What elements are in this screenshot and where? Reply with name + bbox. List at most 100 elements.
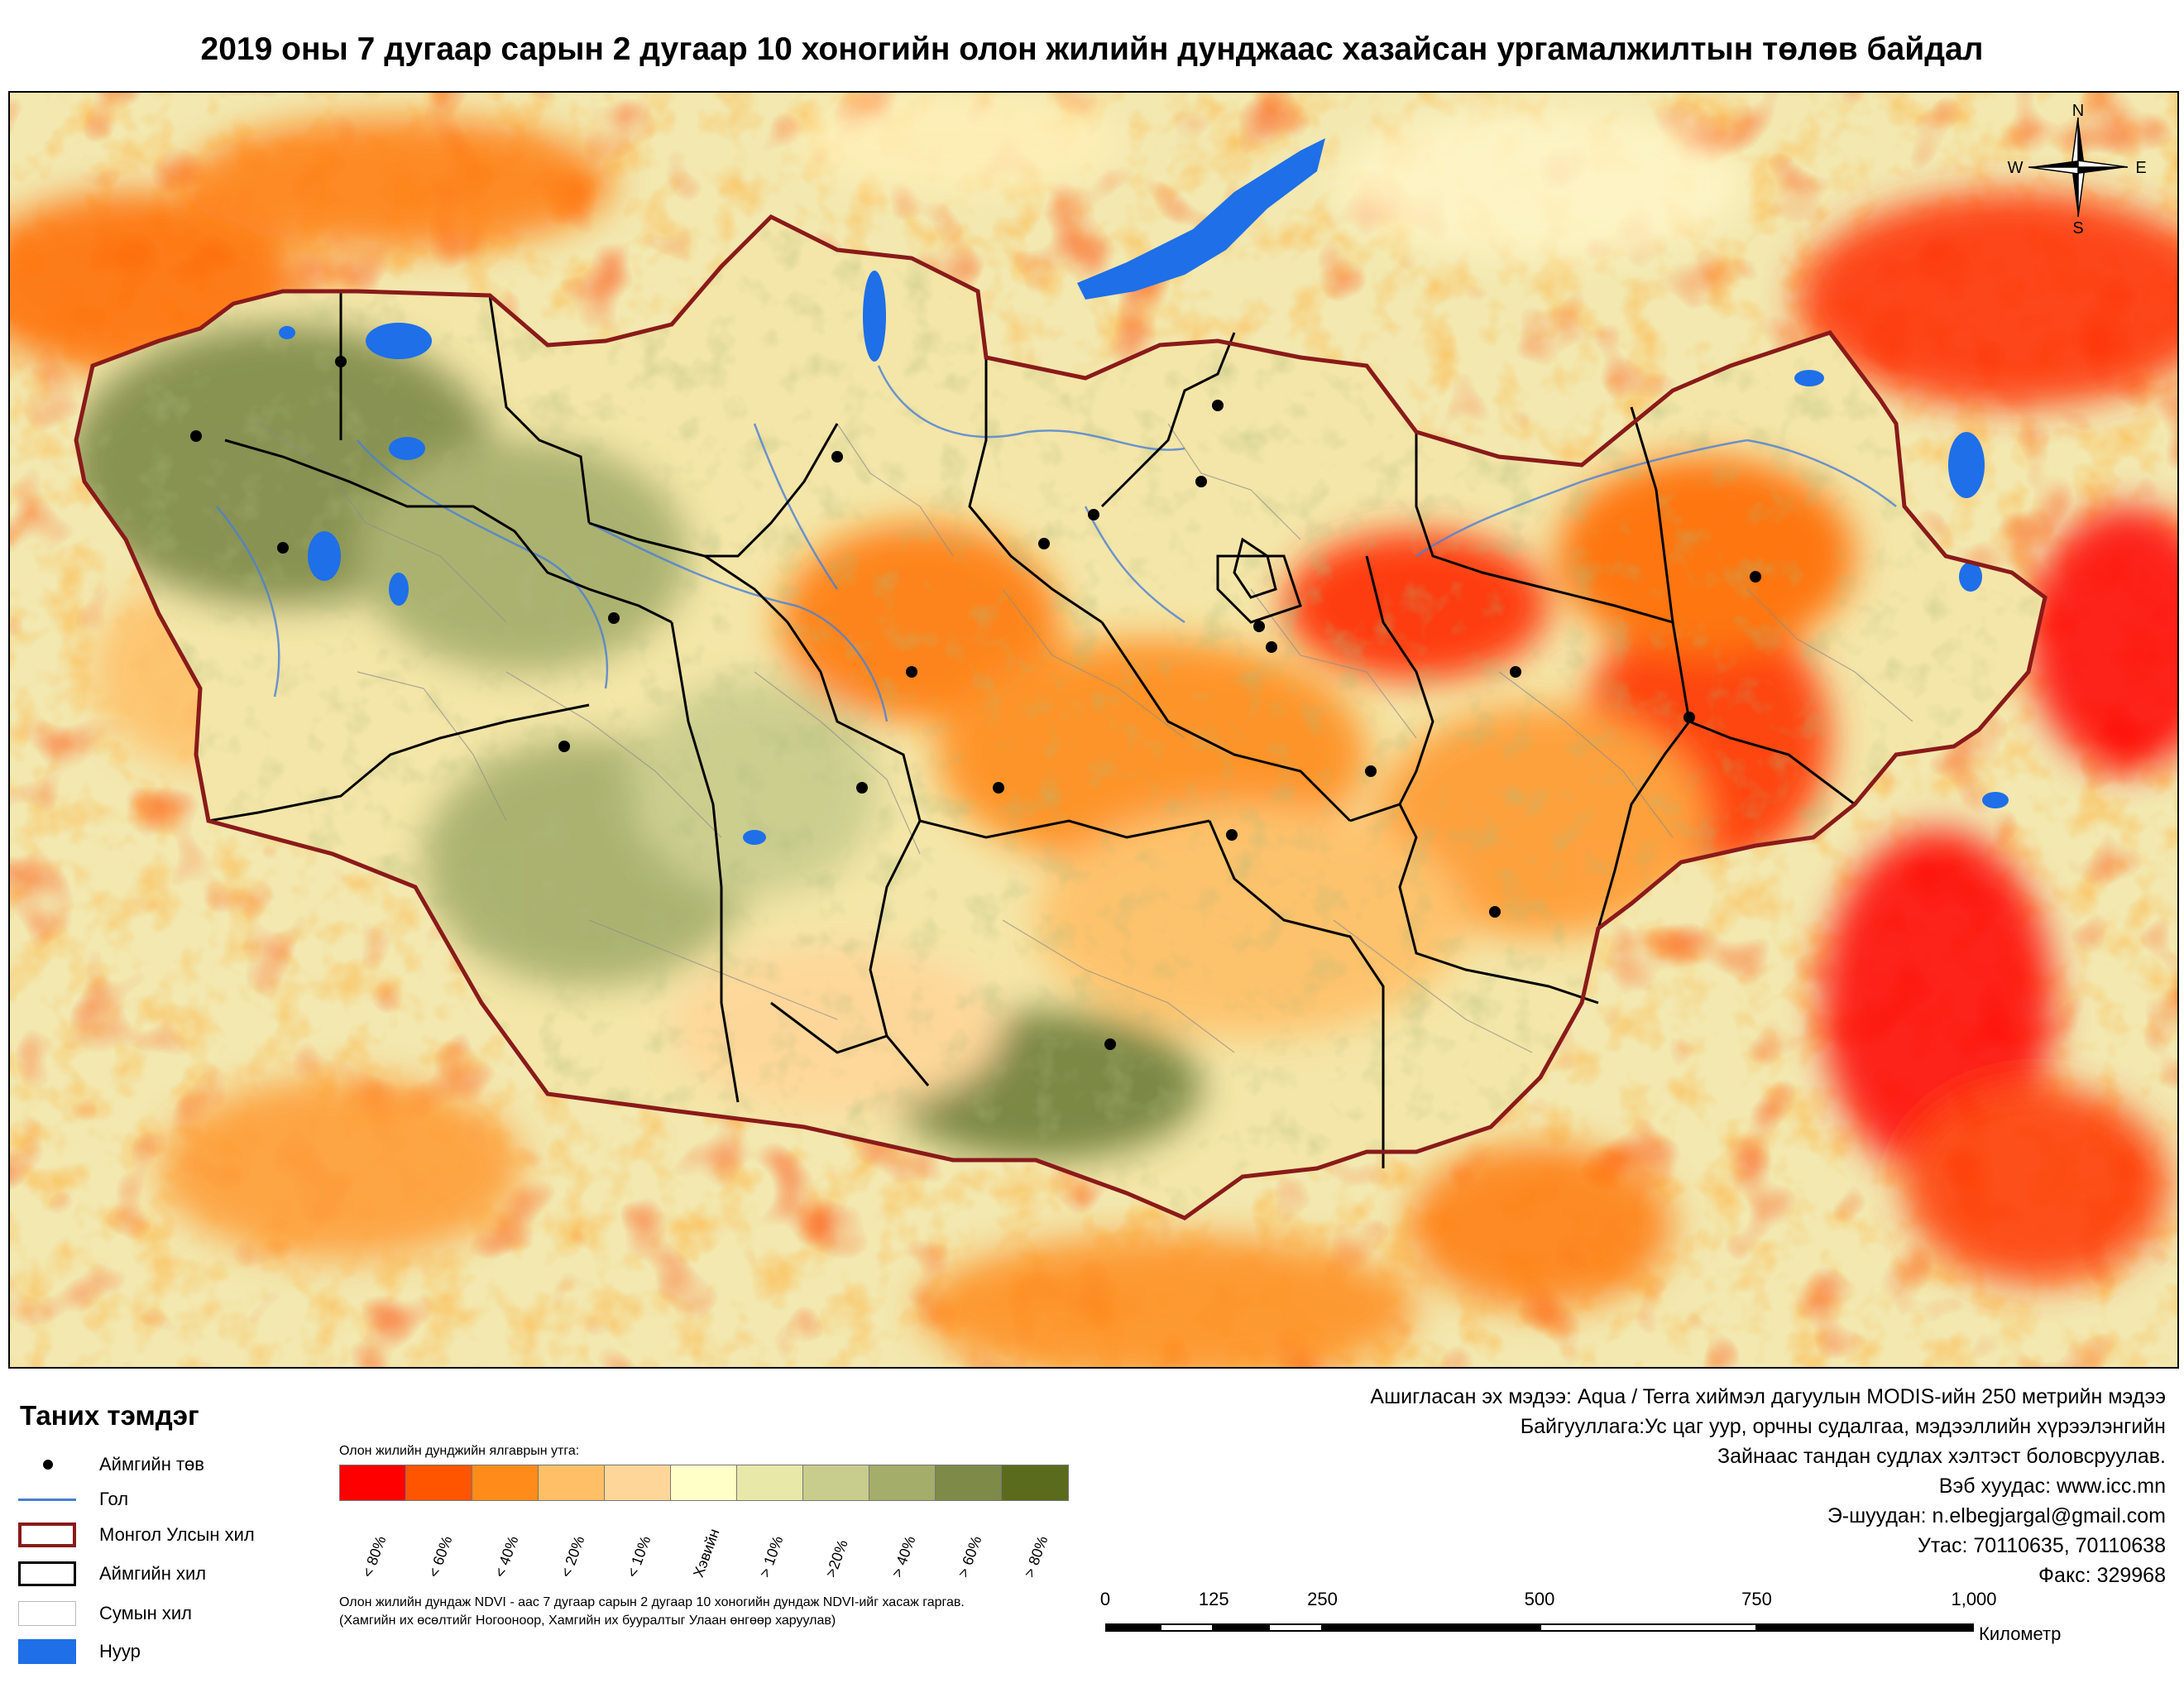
ramp-swatch	[671, 1465, 737, 1500]
method-note: Олон жилийн дундаж NDVI - аас 7 дугаар с…	[339, 1595, 965, 1609]
ramp-swatch	[1002, 1465, 1068, 1500]
mongolia-border	[74, 213, 2048, 1220]
aimag-center	[1212, 400, 1224, 411]
aimag-center	[1253, 621, 1265, 632]
ramp-label: >20%	[822, 1537, 851, 1580]
aimag-center	[1266, 641, 1277, 653]
lake-khuvsgul	[863, 271, 886, 362]
ramp-label: > 60%	[955, 1533, 985, 1580]
legend-item-sum-border: Сумын хил	[18, 1599, 192, 1628]
aimag-center	[993, 782, 1004, 794]
dot-icon	[18, 1452, 76, 1477]
ramp-label: > 40%	[888, 1533, 919, 1580]
scale-tick-label: 750	[1741, 1589, 1772, 1609]
scale-segment	[1756, 1623, 1974, 1632]
ramp-swatch	[539, 1465, 605, 1500]
ramp-swatch	[737, 1465, 803, 1500]
ramp-label: < 10%	[624, 1533, 654, 1580]
lake-buir	[1948, 432, 1985, 498]
ramp-label: > 80%	[1021, 1533, 1051, 1580]
aimag-center	[856, 782, 868, 794]
method-note-sub: (Хамгийн их өсөлтийг Ногооноор, Хамгийн …	[339, 1614, 836, 1628]
legend-label: Монгол Улсын хил	[99, 1524, 255, 1545]
ramp-label: < 60%	[425, 1533, 456, 1580]
country-border-icon	[18, 1523, 76, 1547]
scale-unit: Километр	[1979, 1623, 2062, 1644]
river-line-icon	[18, 1487, 76, 1512]
lake-khyargas	[389, 437, 425, 460]
legend-label: Сумын хил	[99, 1603, 192, 1623]
color-ramp	[339, 1465, 1069, 1501]
legend-label: Аймгийн төв	[99, 1454, 204, 1475]
sum-border-icon	[18, 1601, 76, 1626]
aimag-centers	[190, 356, 1761, 1050]
legend-item-aimag-border: Аймгийн хил	[18, 1559, 206, 1589]
aimag-center	[608, 612, 620, 624]
scale-tick-label: 250	[1307, 1589, 1338, 1609]
ramp-title: Олон жилийн дунджийн ялгаврын утга:	[339, 1444, 580, 1458]
legend-title: Таних тэмдэг	[20, 1400, 199, 1431]
lake-khar	[389, 573, 409, 606]
scale-tick-label: 0	[1099, 1589, 1111, 1609]
aimag-center	[277, 542, 289, 554]
sum-borders	[257, 423, 1913, 1053]
map-frame[interactable]: N S W E	[8, 91, 2179, 1369]
legend-label: Гол	[99, 1489, 129, 1509]
info-website: Вэб хуудас: www.icc.mn	[1938, 1475, 2166, 1498]
ramp-swatch	[936, 1465, 1002, 1500]
legend-item-country-border: Монгол Улсын хил	[18, 1520, 255, 1550]
rivers	[216, 365, 1897, 722]
aimag-center	[1104, 1038, 1116, 1050]
aimag-center	[335, 356, 347, 367]
aimag-center	[1365, 765, 1377, 777]
legend-label: Нуур	[99, 1641, 141, 1662]
scale-segment	[1267, 1623, 1323, 1632]
legend-label: Аймгийн хил	[99, 1563, 207, 1584]
legend-panel: Таних тэмдэг Аймгийн төв Гол Монгол Улсы…	[0, 1367, 2184, 1688]
scale-segment	[1105, 1623, 1160, 1632]
scale-segment	[1159, 1623, 1214, 1632]
compass-s: S	[2072, 219, 2083, 237]
ramp-label: < 20%	[558, 1533, 588, 1580]
aimag-borders	[208, 291, 1856, 1168]
lake-baikal	[1077, 138, 1325, 300]
aimag-center	[1195, 476, 1207, 487]
lake-khar-us	[308, 531, 341, 581]
lake-icon	[18, 1639, 76, 1664]
ramp-swatch	[803, 1465, 869, 1500]
map-canvas[interactable]: N S W E	[10, 93, 2177, 1367]
aimag-center	[190, 430, 202, 442]
aimag-center	[831, 451, 843, 463]
scale-tick-label: 125	[1198, 1589, 1229, 1609]
info-organization: Байгууллага:Ус цаг уур, орчны судалгаа, …	[1520, 1415, 2166, 1438]
lake-uvs	[366, 323, 432, 359]
info-source: Ашигласан эх мэдээ: Aqua / Terra хиймэл …	[1370, 1385, 2166, 1408]
scale-segment	[1322, 1623, 1540, 1632]
lake-ugii	[743, 830, 766, 845]
ramp-swatch	[605, 1465, 671, 1500]
aimag-center	[906, 666, 917, 678]
aimag-center	[1684, 712, 1695, 723]
aimag-center	[1489, 906, 1501, 918]
ramp-swatch	[406, 1465, 472, 1500]
info-fax: Факс: 329968	[2038, 1564, 2166, 1587]
legend-item-lake: Нуур	[18, 1637, 141, 1666]
scale-tick-label: 500	[1524, 1589, 1555, 1609]
info-department: Зайнаас тандан судлах хэлтэст боловсруул…	[1717, 1445, 2166, 1468]
compass-needle-north	[2078, 117, 2085, 167]
map-title: 2019 оны 7 дугаар сарын 2 дугаар 10 хоно…	[200, 31, 1984, 67]
compass-e: E	[2135, 159, 2146, 177]
ramp-label: Хэвийн	[690, 1526, 723, 1580]
aimag-center	[1038, 538, 1050, 549]
aimag-center	[558, 741, 570, 752]
compass-needle-south	[2071, 167, 2078, 217]
scale-bar: Километр 0 125 250 500 750 1,000	[1075, 1589, 2184, 1655]
aimag-border-icon	[18, 1561, 76, 1586]
ramp-label: < 80%	[359, 1533, 390, 1580]
lakes	[279, 138, 2009, 845]
scale-segment	[1214, 1623, 1268, 1632]
legend-item-aimag-center: Аймгийн төв	[18, 1450, 204, 1479]
aimag-center	[1226, 829, 1238, 841]
legend-item-river: Гол	[18, 1484, 128, 1514]
compass-rose: N S W E	[2008, 102, 2147, 237]
